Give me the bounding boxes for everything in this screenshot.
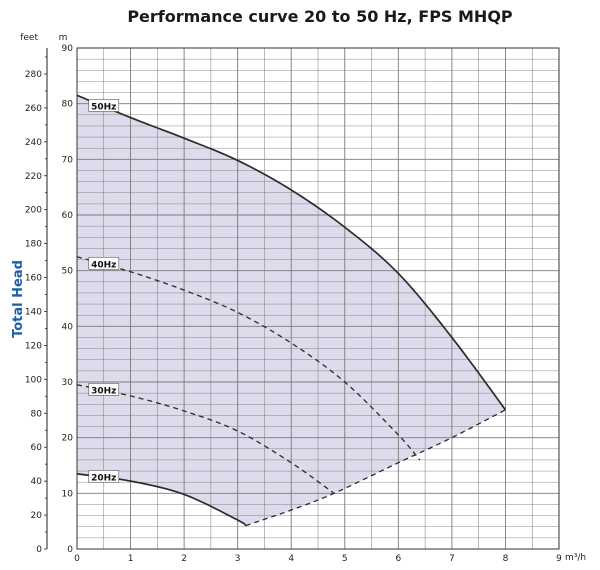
- meter-tick-label: 0: [67, 545, 73, 555]
- x-tick-label: 1: [128, 554, 134, 564]
- plot-frame: [76, 47, 560, 550]
- feet-tick-label: 280: [25, 70, 42, 80]
- feet-tick-label: 180: [25, 240, 42, 250]
- curve-label-box: [88, 99, 120, 112]
- feet-tick-label: 20: [31, 511, 43, 521]
- feet-tick-label: 220: [25, 172, 42, 182]
- feet-tick-label: 60: [31, 443, 43, 453]
- feet-tick-label: 200: [25, 206, 42, 216]
- curve-40hz: [76, 256, 421, 461]
- plot-area: 0204060801001201401601802002202402602800…: [25, 44, 562, 564]
- feet-tick-label: 120: [25, 341, 42, 351]
- meter-tick-label: 20: [62, 434, 74, 444]
- feet-tick-label: 260: [25, 104, 42, 114]
- curve-50hz: [76, 94, 507, 411]
- curve-label-50hz: 50Hz: [91, 102, 116, 112]
- y-axis-title: Total Head: [11, 260, 26, 338]
- meter-tick-label: 40: [62, 322, 74, 332]
- x-tick-label: 6: [395, 554, 401, 564]
- curve-label-20hz: 20Hz: [91, 473, 116, 483]
- y-axis-unit-meters: m: [59, 33, 68, 43]
- curve-label-40hz: 40Hz: [91, 260, 116, 270]
- chart-title: Performance curve 20 to 50 Hz, FPS MHQP: [127, 7, 513, 26]
- meter-tick-label: 60: [62, 211, 74, 221]
- curve-label-box: [88, 383, 120, 396]
- curve-label-30hz: 30Hz: [91, 386, 116, 396]
- curve-label-box: [88, 256, 120, 270]
- feet-tick-label: 0: [36, 545, 42, 555]
- x-tick-label: 5: [342, 554, 348, 564]
- meter-tick-label: 30: [62, 378, 74, 388]
- meter-tick-label: 10: [62, 489, 74, 499]
- feet-tick-label: 100: [25, 375, 42, 385]
- x-tick-label: 3: [235, 554, 241, 564]
- feet-tick-label: 240: [25, 138, 42, 148]
- x-tick-label: 8: [503, 554, 509, 564]
- meter-tick-label: 50: [62, 267, 74, 277]
- feet-tick-label: 40: [31, 477, 43, 487]
- x-tick-label: 9: [556, 554, 562, 564]
- y-axis-unit-feet: feet: [20, 33, 38, 43]
- x-tick-label: 2: [181, 554, 187, 564]
- curve-30hz: [76, 384, 335, 494]
- meter-tick-label: 80: [62, 100, 74, 110]
- curve-label-box: [88, 470, 120, 483]
- meter-tick-label: 70: [62, 155, 74, 165]
- feet-tick-label: 140: [25, 307, 42, 317]
- meter-tick-label: 90: [62, 44, 74, 54]
- feet-tick-label: 80: [31, 409, 43, 419]
- x-axis-unit: m³/h: [565, 553, 586, 563]
- feet-tick-label: 160: [25, 274, 42, 284]
- x-tick-label: 7: [449, 554, 455, 564]
- x-tick-label: 0: [74, 554, 80, 564]
- x-tick-label: 4: [288, 554, 294, 564]
- curve-min-flow-boundary: [245, 409, 506, 527]
